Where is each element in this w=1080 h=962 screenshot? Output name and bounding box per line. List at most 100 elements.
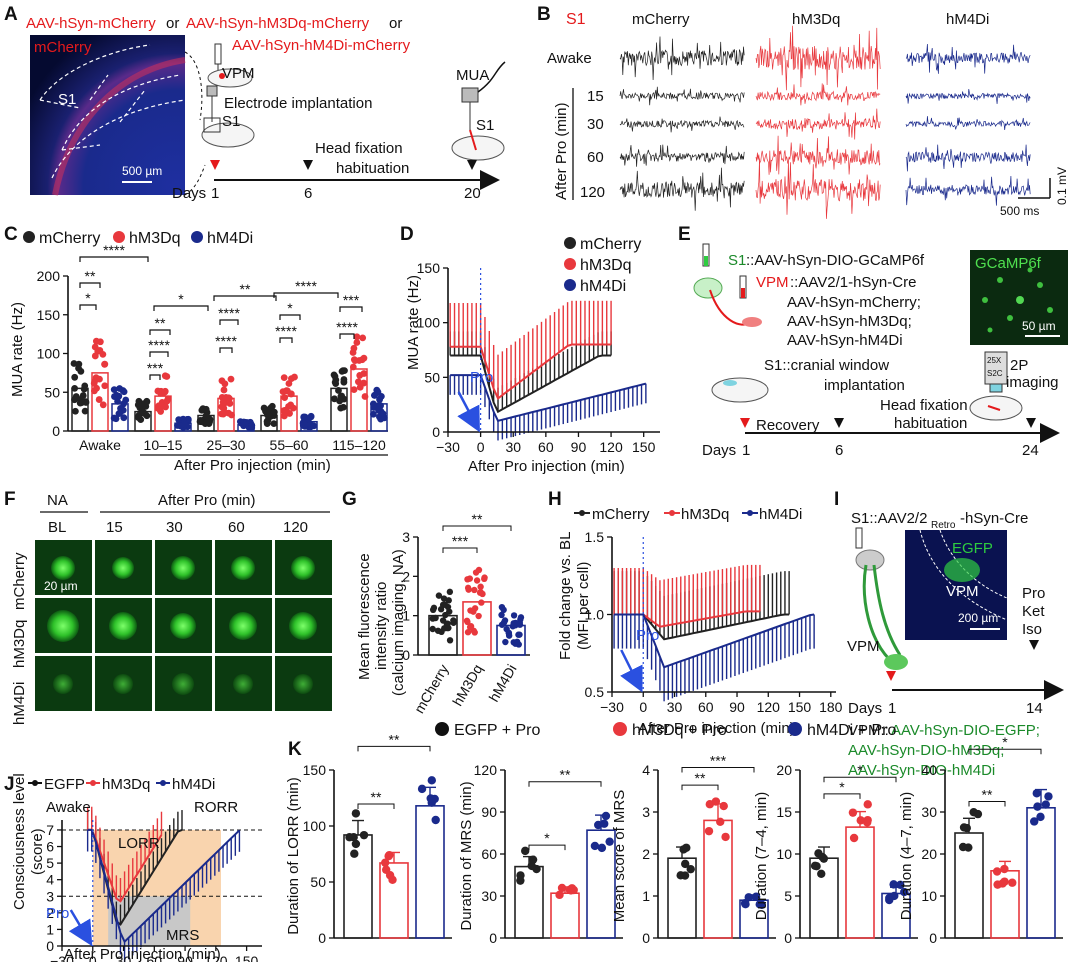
c-point bbox=[72, 407, 79, 415]
mua-label: MUA bbox=[456, 67, 489, 84]
h-pro-label: Pro bbox=[636, 627, 659, 644]
y-tick-label: 6 bbox=[46, 839, 54, 855]
g-point bbox=[464, 618, 471, 626]
g-ylabel-3: (calcium imaging, NA) bbox=[390, 549, 407, 696]
c-group-label: 115–120 bbox=[332, 437, 386, 453]
e-injection-sketch bbox=[693, 243, 762, 327]
k-ylabel: Duration of LORR (min) bbox=[285, 777, 302, 935]
b-axis-label: After Pro (min) bbox=[553, 102, 570, 200]
k-ylabel: Mean score of MRS bbox=[611, 790, 628, 923]
c-legend-hm4di: hM4Di bbox=[207, 230, 253, 247]
j-rorr: RORR bbox=[194, 799, 238, 816]
k-point bbox=[704, 826, 714, 836]
c-point bbox=[281, 394, 289, 401]
c-y-tick-label: 50 bbox=[44, 384, 60, 400]
c-sig-stars: * bbox=[85, 290, 91, 306]
y-tick-label: 3 bbox=[46, 888, 54, 904]
panel-a-label: A bbox=[4, 4, 18, 25]
c-point bbox=[226, 395, 233, 402]
k-sig-stars: * bbox=[544, 830, 550, 846]
k-point bbox=[1033, 802, 1042, 811]
x-tick-label: 60 bbox=[698, 699, 714, 715]
h-legend-mcherry: mCherry bbox=[592, 506, 650, 523]
k-bracket bbox=[968, 748, 1042, 755]
c-point bbox=[350, 386, 358, 394]
cortex-image bbox=[30, 35, 186, 196]
c-sig-stars: **** bbox=[336, 319, 358, 335]
i-virus-hm4di: AAV-hSyn-DIO-hM4Di bbox=[848, 762, 995, 779]
y-tick-label: 50 bbox=[424, 369, 440, 385]
g-point bbox=[441, 601, 448, 608]
y-tick-label: 4 bbox=[46, 872, 54, 888]
c-sig-stars: **** bbox=[103, 242, 125, 258]
k-bar bbox=[809, 857, 839, 939]
i-drug-pro: Pro bbox=[1022, 585, 1045, 602]
c-point bbox=[354, 378, 362, 386]
k-point bbox=[889, 880, 898, 889]
c-point bbox=[270, 420, 278, 428]
panel-d: D mCherry hM3Dq hM4Di MUA rate (Hz) 0 50 1… bbox=[400, 224, 660, 475]
e-vpm: VPM bbox=[756, 274, 789, 291]
k-point bbox=[427, 776, 436, 785]
c-point bbox=[240, 420, 248, 428]
panel-b: B S1 mCherry hM3Dq hM4Di Awake 15 30 60 … bbox=[537, 4, 1069, 219]
c-sig-stars: **** bbox=[275, 323, 297, 339]
e-days: Days bbox=[702, 442, 736, 459]
x-tick-label: 120 bbox=[204, 953, 228, 962]
c-sig-stars: * bbox=[287, 300, 293, 316]
k-ylabel: Duration (7–4, min) bbox=[753, 792, 770, 920]
k-point bbox=[751, 892, 761, 901]
k-point bbox=[590, 841, 600, 851]
k-legend-egfp: EGFP + Pro bbox=[454, 722, 541, 739]
g-ylabel-1: Mean fluorescence bbox=[356, 553, 373, 680]
k-point bbox=[964, 843, 973, 852]
c-point bbox=[134, 401, 142, 409]
b-group-hm4di: hM4Di bbox=[946, 11, 989, 28]
g-point bbox=[472, 569, 480, 576]
b-scale-voltage: 0.1 mV bbox=[1055, 167, 1069, 205]
c-point bbox=[331, 395, 338, 403]
h-xlabel: After Pro injection (min) bbox=[638, 720, 795, 737]
k-point bbox=[601, 811, 611, 821]
g-point bbox=[429, 615, 436, 622]
f-scale: 20 µm bbox=[44, 579, 78, 593]
c-point bbox=[117, 406, 125, 414]
mcherry-image-label: mCherry bbox=[34, 39, 92, 56]
c-bracket bbox=[149, 329, 171, 335]
f-cell bbox=[170, 613, 196, 639]
c-point bbox=[111, 393, 118, 400]
e-day-6: 6 bbox=[835, 442, 843, 459]
c-sig-stars: ** bbox=[155, 315, 166, 331]
k-point bbox=[862, 818, 872, 827]
c-point bbox=[99, 401, 107, 409]
scale-bar-label: 500 µm bbox=[122, 164, 162, 178]
f-row-mcherry: mCherry bbox=[11, 552, 28, 610]
c-point bbox=[291, 373, 298, 381]
k-point bbox=[555, 890, 564, 900]
d-legend-mcherry: mCherry bbox=[580, 236, 641, 253]
k-point bbox=[351, 839, 361, 849]
k-bracket bbox=[528, 781, 602, 787]
k-point bbox=[605, 837, 614, 846]
k-point bbox=[521, 846, 530, 856]
c-point bbox=[116, 385, 123, 392]
c-point bbox=[370, 410, 377, 418]
e-2p-sketch bbox=[969, 351, 1023, 421]
g-point bbox=[465, 586, 472, 593]
j-awake: Awake bbox=[46, 799, 91, 816]
c-point bbox=[154, 387, 162, 395]
k-point bbox=[1000, 864, 1009, 874]
panel-a: A AAV-hSyn-mCherry or AAV-hSyn-hM3Dq-mCh… bbox=[4, 4, 506, 202]
g-point bbox=[450, 619, 457, 626]
k-point bbox=[686, 864, 695, 874]
j-ylabel-2: (score) bbox=[29, 828, 46, 875]
c-sig-stars: **** bbox=[218, 305, 240, 321]
i-virus-egfp: AAV-hSyn-DIO-EGFP; bbox=[891, 722, 1040, 739]
g-point bbox=[434, 627, 442, 634]
c-sig-stars: *** bbox=[343, 292, 360, 308]
g-point bbox=[446, 637, 454, 644]
mua-trace bbox=[905, 43, 1031, 74]
c-point bbox=[360, 370, 368, 377]
